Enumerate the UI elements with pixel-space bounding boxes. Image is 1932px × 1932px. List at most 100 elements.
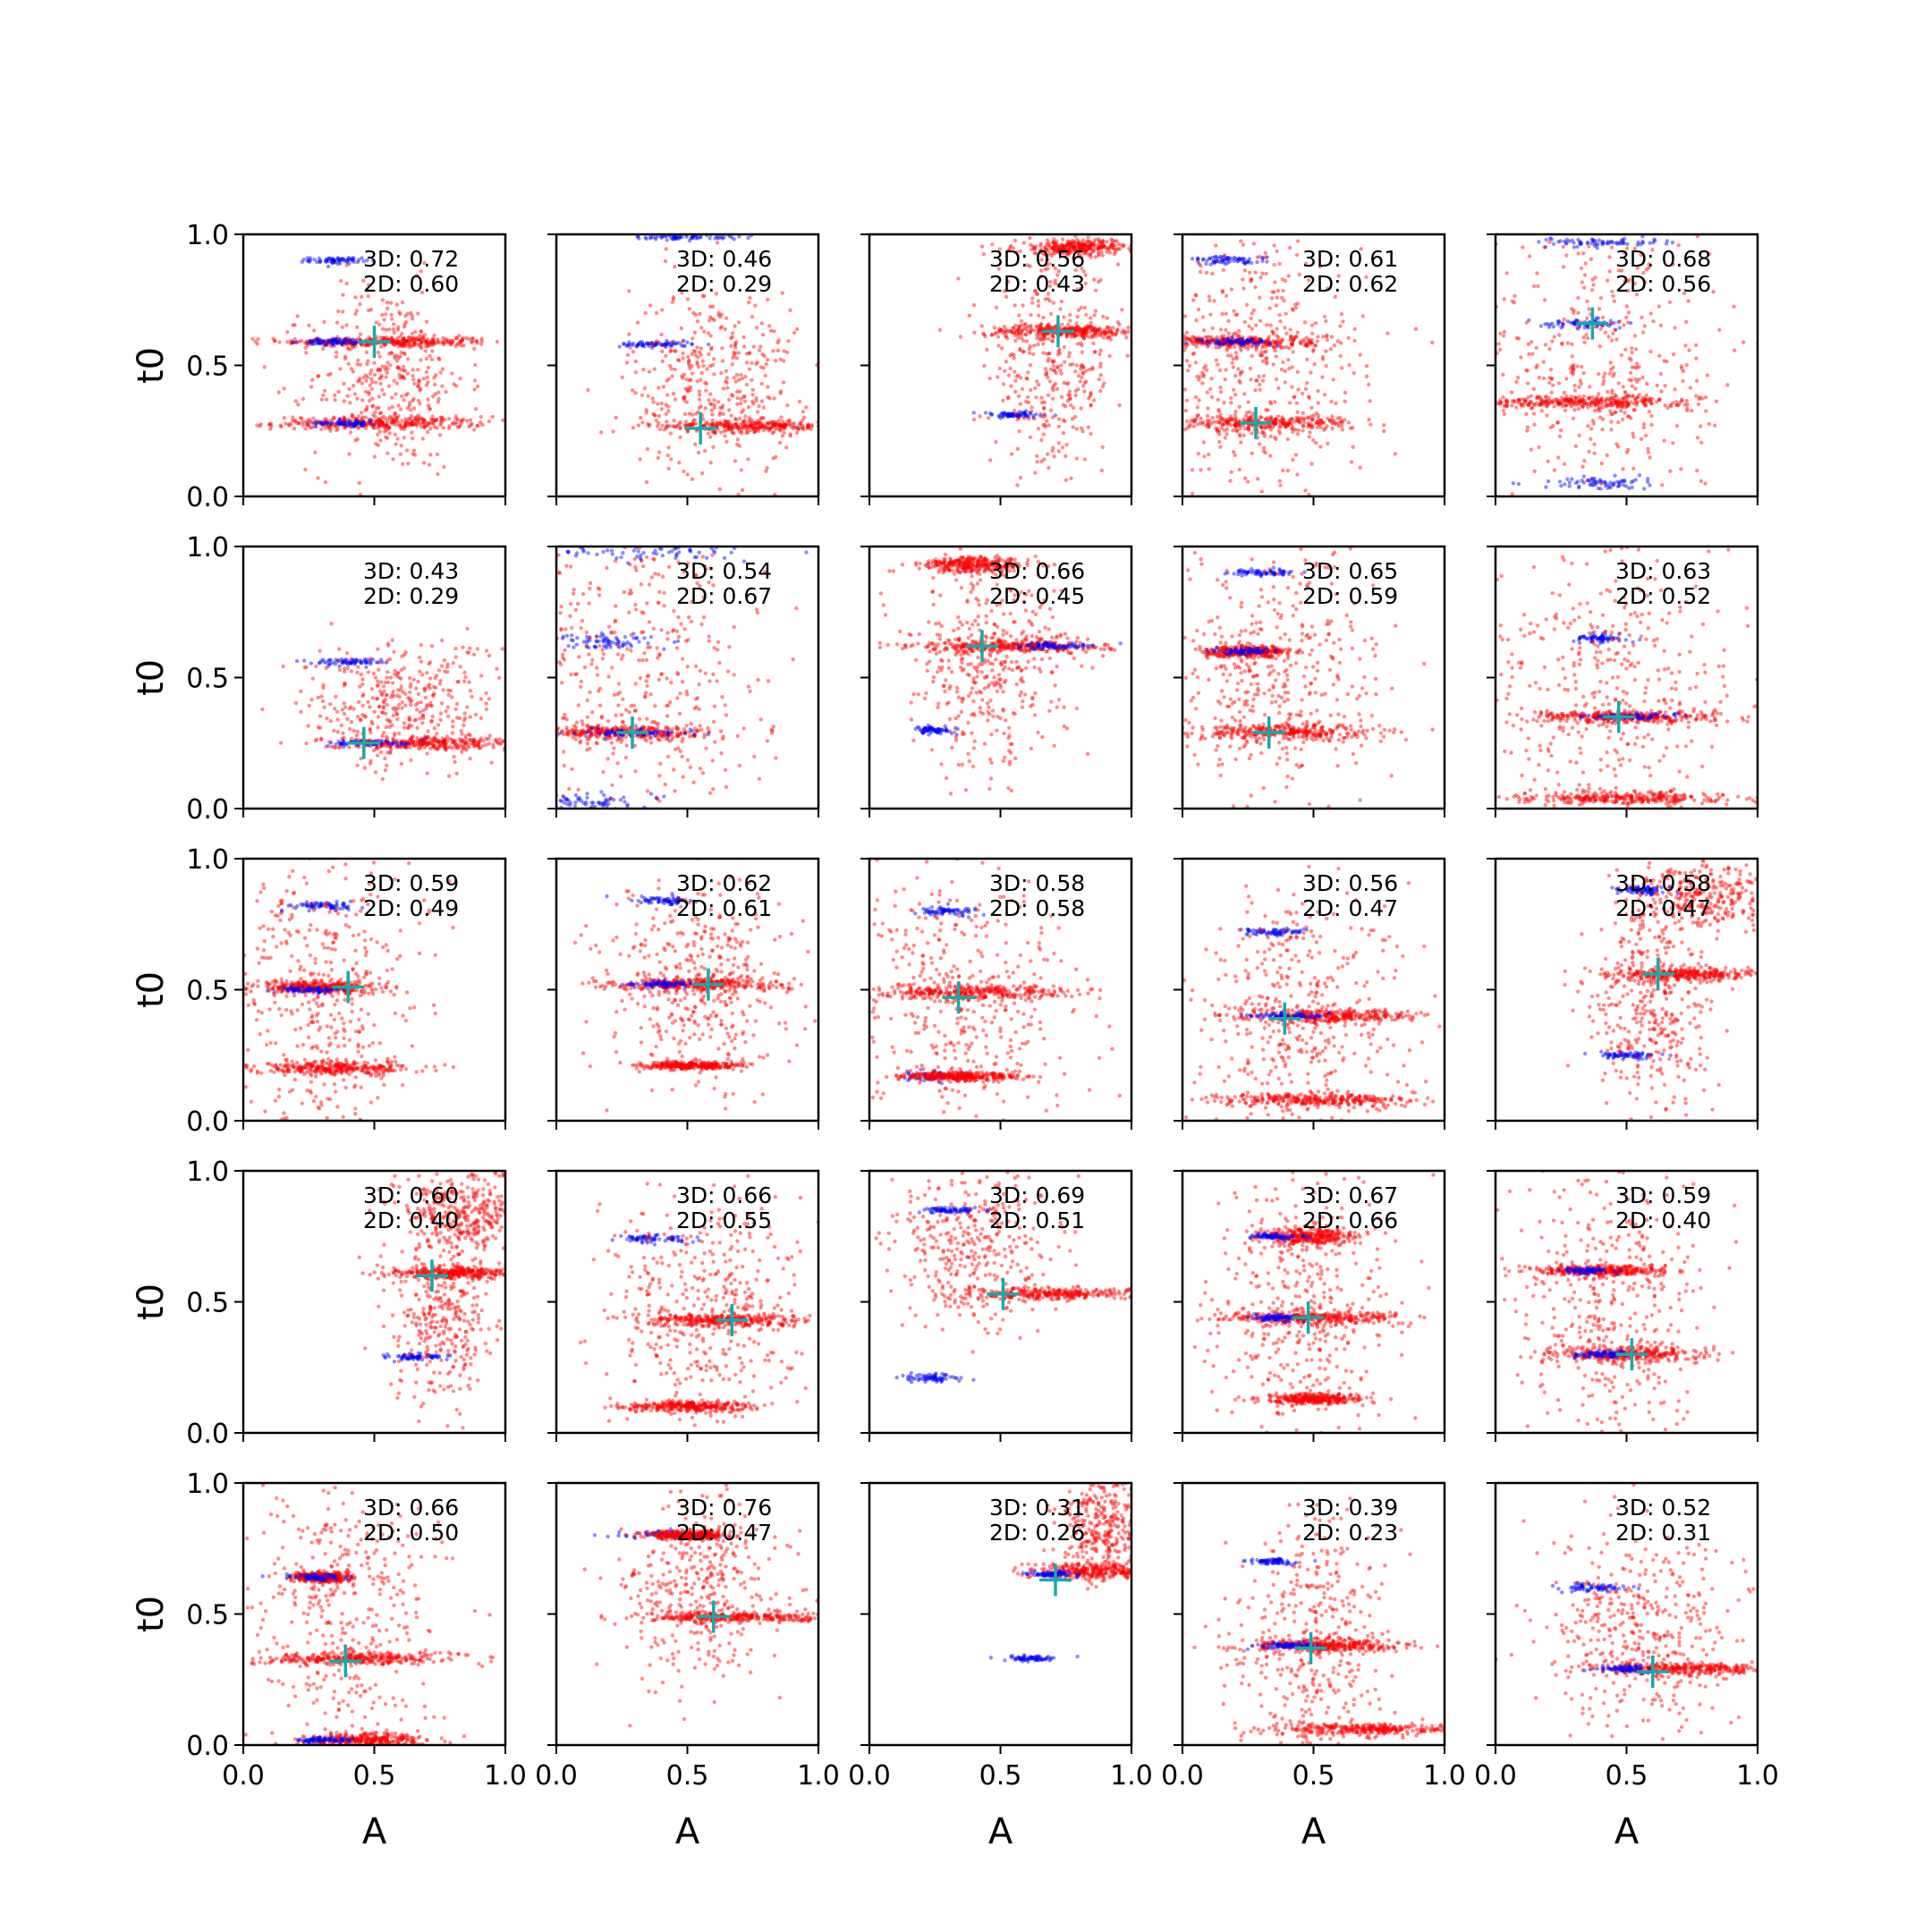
rejected-point — [352, 424, 356, 428]
accepted-point — [1078, 246, 1082, 250]
accepted-point — [693, 442, 698, 446]
accepted-point — [1268, 343, 1273, 348]
accepted-point — [1615, 403, 1620, 409]
accepted-point — [1580, 397, 1585, 402]
accepted-point — [440, 415, 445, 419]
accepted-point — [1368, 422, 1373, 427]
accepted-point — [1110, 330, 1114, 335]
accepted-point — [1100, 245, 1105, 250]
accepted-point — [1193, 338, 1199, 343]
rejected-point — [1225, 256, 1230, 260]
accepted-point — [694, 421, 699, 426]
accepted-point — [1184, 359, 1190, 363]
accepted-point — [1232, 450, 1236, 454]
accepted-point — [1271, 340, 1276, 345]
accepted-point — [1046, 465, 1051, 470]
accepted-point — [372, 360, 377, 365]
accepted-point — [1278, 340, 1283, 344]
accepted-point — [267, 422, 272, 427]
accepted-point — [1613, 393, 1617, 397]
rejected-point — [342, 340, 346, 345]
accepted-point — [418, 343, 422, 347]
accepted-point — [378, 344, 384, 349]
accepted-point — [1316, 389, 1320, 394]
accepted-point — [350, 341, 354, 345]
accepted-point — [715, 420, 719, 425]
accepted-point — [1060, 244, 1065, 249]
accepted-point — [1570, 307, 1574, 311]
accepted-point — [333, 339, 338, 343]
accepted-point — [758, 426, 762, 431]
accepted-point — [372, 422, 377, 427]
accepted-point — [710, 423, 716, 428]
rejected-point — [1567, 239, 1572, 243]
accepted-point — [1246, 336, 1250, 341]
accepted-point — [1615, 404, 1620, 410]
accepted-point — [796, 427, 801, 431]
rejected-point — [1590, 477, 1595, 481]
accepted-point — [739, 396, 743, 402]
rejected-point — [1611, 483, 1616, 487]
accepted-point — [1080, 370, 1085, 375]
rejected-point — [318, 258, 323, 263]
accepted-point — [1548, 425, 1554, 430]
rejected-point — [1543, 245, 1548, 250]
accepted-point — [1297, 419, 1301, 424]
rejected-point — [332, 258, 336, 263]
accepted-point — [704, 388, 708, 393]
rejected-point — [335, 262, 340, 267]
accepted-point — [1226, 417, 1231, 421]
accepted-point — [342, 337, 346, 342]
accepted-point — [1062, 315, 1066, 319]
accepted-point — [1217, 420, 1222, 425]
accepted-point — [279, 424, 284, 429]
accepted-point — [1599, 462, 1605, 466]
accepted-point — [1206, 425, 1211, 429]
rejected-point — [1016, 414, 1021, 419]
accepted-point — [1694, 343, 1699, 348]
accepted-point — [1621, 417, 1625, 422]
rejected-point — [1247, 340, 1251, 344]
accepted-point — [272, 339, 277, 343]
accepted-point — [1207, 452, 1211, 457]
accepted-point — [377, 424, 381, 428]
accepted-point — [1290, 342, 1294, 346]
accepted-point — [297, 421, 301, 426]
accepted-point — [1261, 449, 1267, 453]
accepted-point — [709, 421, 714, 426]
rejected-point — [1600, 242, 1605, 247]
scatter-points — [586, 234, 818, 496]
accepted-point — [781, 424, 785, 429]
accepted-point — [1248, 335, 1252, 340]
accepted-point — [1036, 299, 1041, 303]
rejected-point — [1586, 326, 1591, 330]
accepted-point — [1224, 419, 1230, 424]
accepted-point — [317, 420, 322, 425]
accepted-point — [697, 405, 701, 411]
accepted-point — [660, 343, 665, 348]
accepted-point — [1325, 333, 1329, 338]
accepted-point — [341, 309, 345, 314]
accepted-point — [1241, 277, 1245, 282]
accepted-point — [648, 341, 654, 345]
accepted-point — [753, 303, 758, 308]
accepted-point — [1343, 399, 1347, 403]
accepted-point — [1566, 397, 1572, 402]
accepted-point — [1268, 434, 1273, 439]
accepted-point — [1334, 422, 1338, 427]
accepted-point — [1612, 395, 1616, 401]
accepted-point — [433, 373, 438, 377]
accepted-point — [753, 426, 758, 430]
accepted-point — [480, 422, 485, 428]
accepted-point — [338, 278, 343, 284]
accepted-point — [1194, 293, 1199, 298]
accepted-point — [792, 425, 797, 429]
rejected-point — [1555, 319, 1561, 324]
accepted-point — [690, 371, 695, 376]
rejected-point — [330, 260, 335, 265]
accepted-point — [699, 404, 704, 409]
accepted-point — [1059, 333, 1063, 337]
accepted-point — [411, 421, 416, 426]
accepted-point — [1096, 280, 1101, 284]
accepted-point — [1276, 335, 1281, 340]
